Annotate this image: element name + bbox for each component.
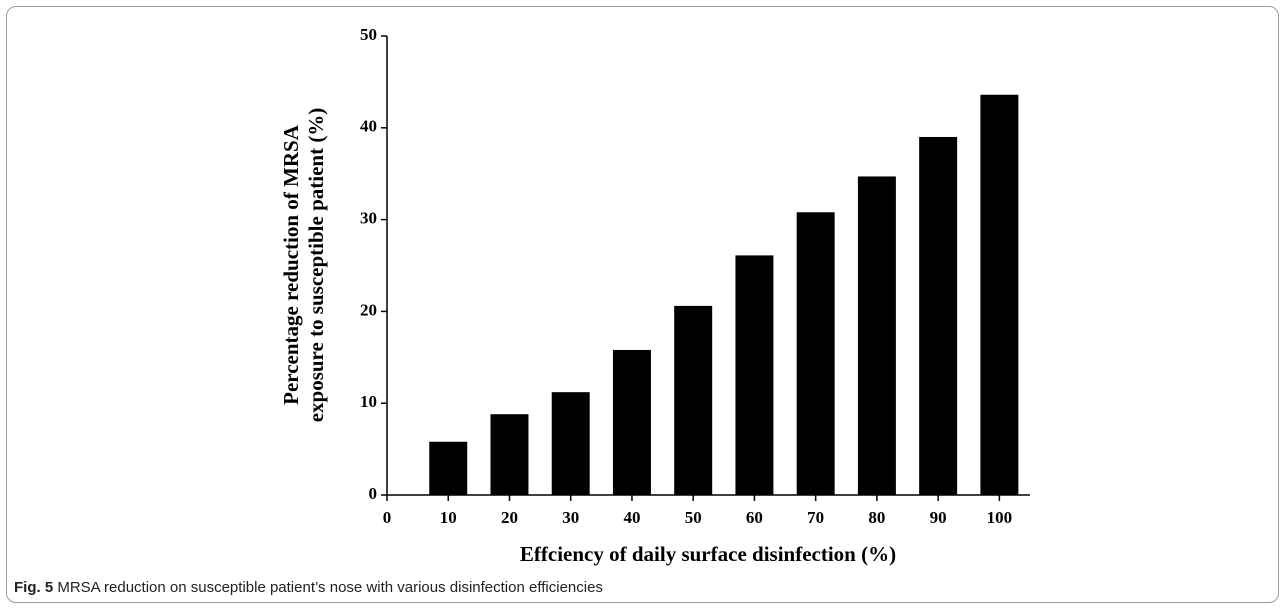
x-tick-label: 100 — [987, 508, 1013, 527]
x-axis-label: Effciency of daily surface disinfection … — [520, 542, 896, 566]
caption-label: Fig. 5 — [14, 579, 54, 596]
y-tick-label: 30 — [360, 209, 377, 228]
y-axis-label: exposure to susceptible patient (%) — [304, 108, 328, 423]
y-tick-label: 20 — [360, 300, 377, 319]
x-tick-label: 30 — [562, 508, 579, 527]
y-tick-label: 50 — [360, 25, 377, 44]
bar — [551, 392, 590, 495]
x-tick-label: 90 — [930, 508, 947, 527]
bar — [490, 414, 529, 495]
bar — [429, 441, 468, 495]
x-tick-label: 70 — [807, 508, 824, 527]
figure-frame — [6, 6, 1279, 603]
x-tick-label: 80 — [868, 508, 885, 527]
bar — [980, 94, 1019, 495]
bar — [919, 136, 958, 496]
y-tick-label: 40 — [360, 117, 377, 136]
bar — [735, 255, 774, 495]
chart: Effciency of daily surface disinfection … — [279, 25, 1030, 566]
x-tick-label: 10 — [440, 508, 457, 527]
bar — [796, 212, 835, 496]
y-tick-label: 10 — [360, 392, 377, 411]
x-tick-label: 60 — [746, 508, 763, 527]
bar — [674, 305, 713, 495]
x-tick-label: 50 — [685, 508, 702, 527]
bar — [612, 349, 651, 495]
bar — [857, 176, 896, 496]
caption: Fig. 5 MRSA reduction on susceptible pat… — [14, 579, 603, 596]
x-tick-label: 20 — [501, 508, 518, 527]
y-axis-label: Percentage reduction of MRSA — [279, 124, 303, 405]
y-tick-label: 0 — [369, 484, 378, 503]
x-tick-label: 40 — [623, 508, 640, 527]
x-tick-label: 0 — [383, 508, 392, 527]
caption-text: MRSA reduction on susceptible patient’s … — [57, 579, 603, 596]
